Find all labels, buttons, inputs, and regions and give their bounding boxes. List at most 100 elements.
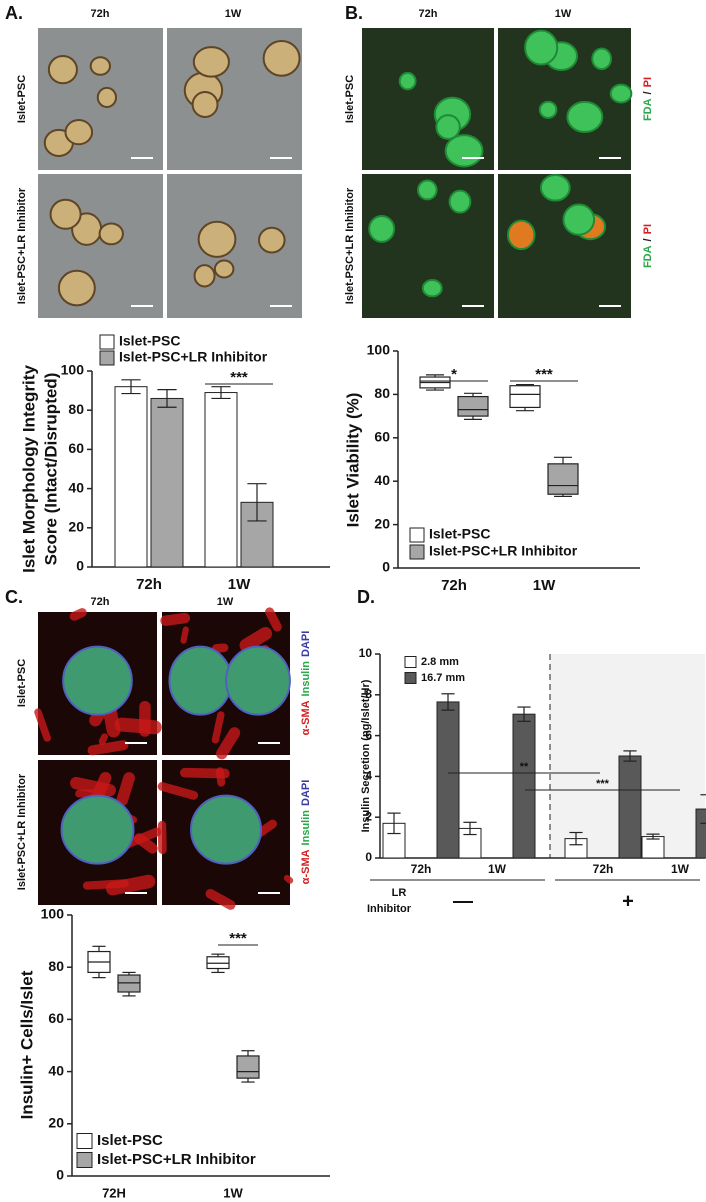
bar <box>436 701 460 859</box>
actin-fiber <box>239 626 272 652</box>
y-tick-label: 60 <box>48 1010 64 1026</box>
islet <box>225 645 291 716</box>
y-tick-label: 2 <box>365 809 372 823</box>
islet <box>368 215 396 243</box>
group-label: — <box>453 890 473 912</box>
y-tick-label: 40 <box>374 472 390 488</box>
bar <box>618 755 642 859</box>
x-tick-label: 1W <box>488 862 507 876</box>
actin-fiber <box>180 767 230 779</box>
islet <box>435 114 461 140</box>
islet <box>98 222 124 246</box>
y-tick-label: 0 <box>365 850 372 864</box>
actin-fiber <box>157 782 199 800</box>
y-tick-label: 80 <box>68 401 84 417</box>
significance-label: *** <box>596 778 610 790</box>
y-tick-label: 60 <box>374 429 390 445</box>
islet <box>562 203 596 236</box>
islet <box>193 264 216 288</box>
row-label: Islet-PSC+LR Inhibitor <box>344 187 356 304</box>
stain-name: PI <box>642 77 654 87</box>
significance-label: *** <box>229 930 247 947</box>
y-tick-label: 80 <box>48 958 64 974</box>
box <box>117 974 141 993</box>
actin-fiber <box>205 888 236 910</box>
y-tick-label: 6 <box>365 728 372 742</box>
group-label: + <box>622 890 634 912</box>
actin-fiber <box>283 874 294 884</box>
x-tick-label: 72h <box>136 576 162 593</box>
legend-label: Islet-PSC <box>119 333 180 349</box>
box <box>457 395 489 417</box>
islet <box>96 86 118 109</box>
legend-label: Islet-PSC+LR Inhibitor <box>429 543 578 559</box>
significance-label: *** <box>535 366 553 383</box>
legend-swatch <box>409 544 425 560</box>
y-tick-label: 10 <box>359 646 373 660</box>
legend-label: Islet-PSC <box>429 526 490 542</box>
islet <box>448 189 472 214</box>
y-tick-label: 20 <box>48 1115 64 1131</box>
islet <box>60 794 135 865</box>
actin-fiber <box>34 708 51 742</box>
column-label: 72h <box>91 596 110 608</box>
bar <box>114 386 148 568</box>
row-label: Islet-PSC+LR Inhibitor <box>16 773 28 890</box>
y-tick-label: 100 <box>41 906 65 922</box>
stain-name: FDA <box>642 98 654 121</box>
bar <box>204 392 238 568</box>
legend-label: 16.7 mm <box>421 672 465 684</box>
y-axis-label: Insulin+ Cells/Islet <box>17 970 36 1119</box>
y-tick-label: 8 <box>365 687 372 701</box>
stain-label: FDA / PI <box>642 224 654 268</box>
bar <box>512 713 536 859</box>
islet <box>192 46 230 78</box>
legend-label: Islet-PSC+LR Inhibitor <box>97 1151 256 1168</box>
y-tick-label: 40 <box>68 479 84 495</box>
islet <box>57 269 96 307</box>
row-label: Islet-PSC <box>16 75 28 123</box>
y-tick-label: 0 <box>382 559 390 575</box>
actin-fiber <box>87 740 129 756</box>
stain-name: α-SMA <box>300 849 312 884</box>
row-label: Islet-PSC+LR Inhibitor <box>16 187 28 304</box>
islet <box>64 119 94 146</box>
islet <box>538 100 558 119</box>
actin-fiber <box>180 626 189 644</box>
islet <box>539 174 571 202</box>
legend-swatch <box>76 1152 93 1168</box>
islet <box>197 220 237 258</box>
islet <box>89 56 112 76</box>
islet <box>49 198 82 230</box>
panel-label: C. <box>5 587 23 607</box>
x-tick-label: 72h <box>441 577 467 594</box>
column-label: 72h <box>419 8 438 20</box>
islet <box>506 219 536 251</box>
legend-swatch <box>404 656 417 668</box>
x-tick-label: 72h <box>593 862 614 876</box>
stain-name: / <box>642 91 654 94</box>
islet <box>398 71 417 91</box>
legend-swatch <box>404 672 417 684</box>
legend-swatch <box>99 350 115 366</box>
bar <box>641 836 665 859</box>
actin-fiber <box>69 608 87 621</box>
column-label: 1W <box>555 8 572 20</box>
y-axis-label: Insulin Secretion (ng/Islet/Hr) <box>360 679 372 832</box>
micrograph <box>38 174 163 318</box>
islet <box>47 55 78 85</box>
panel-label: D. <box>357 587 375 607</box>
islet <box>444 134 484 168</box>
y-tick-label: 20 <box>374 515 390 531</box>
legend-label: Islet-PSC+LR Inhibitor <box>119 349 268 365</box>
stain-name: FDA <box>642 245 654 268</box>
box <box>509 385 541 409</box>
stain-name: α-SMA <box>300 700 312 735</box>
legend-label: Islet-PSC <box>97 1132 163 1149</box>
y-tick-label: 100 <box>61 362 85 378</box>
islet <box>168 645 233 716</box>
islet <box>591 47 613 71</box>
actin-fiber <box>211 711 225 744</box>
row-label: Islet-PSC <box>16 659 28 707</box>
